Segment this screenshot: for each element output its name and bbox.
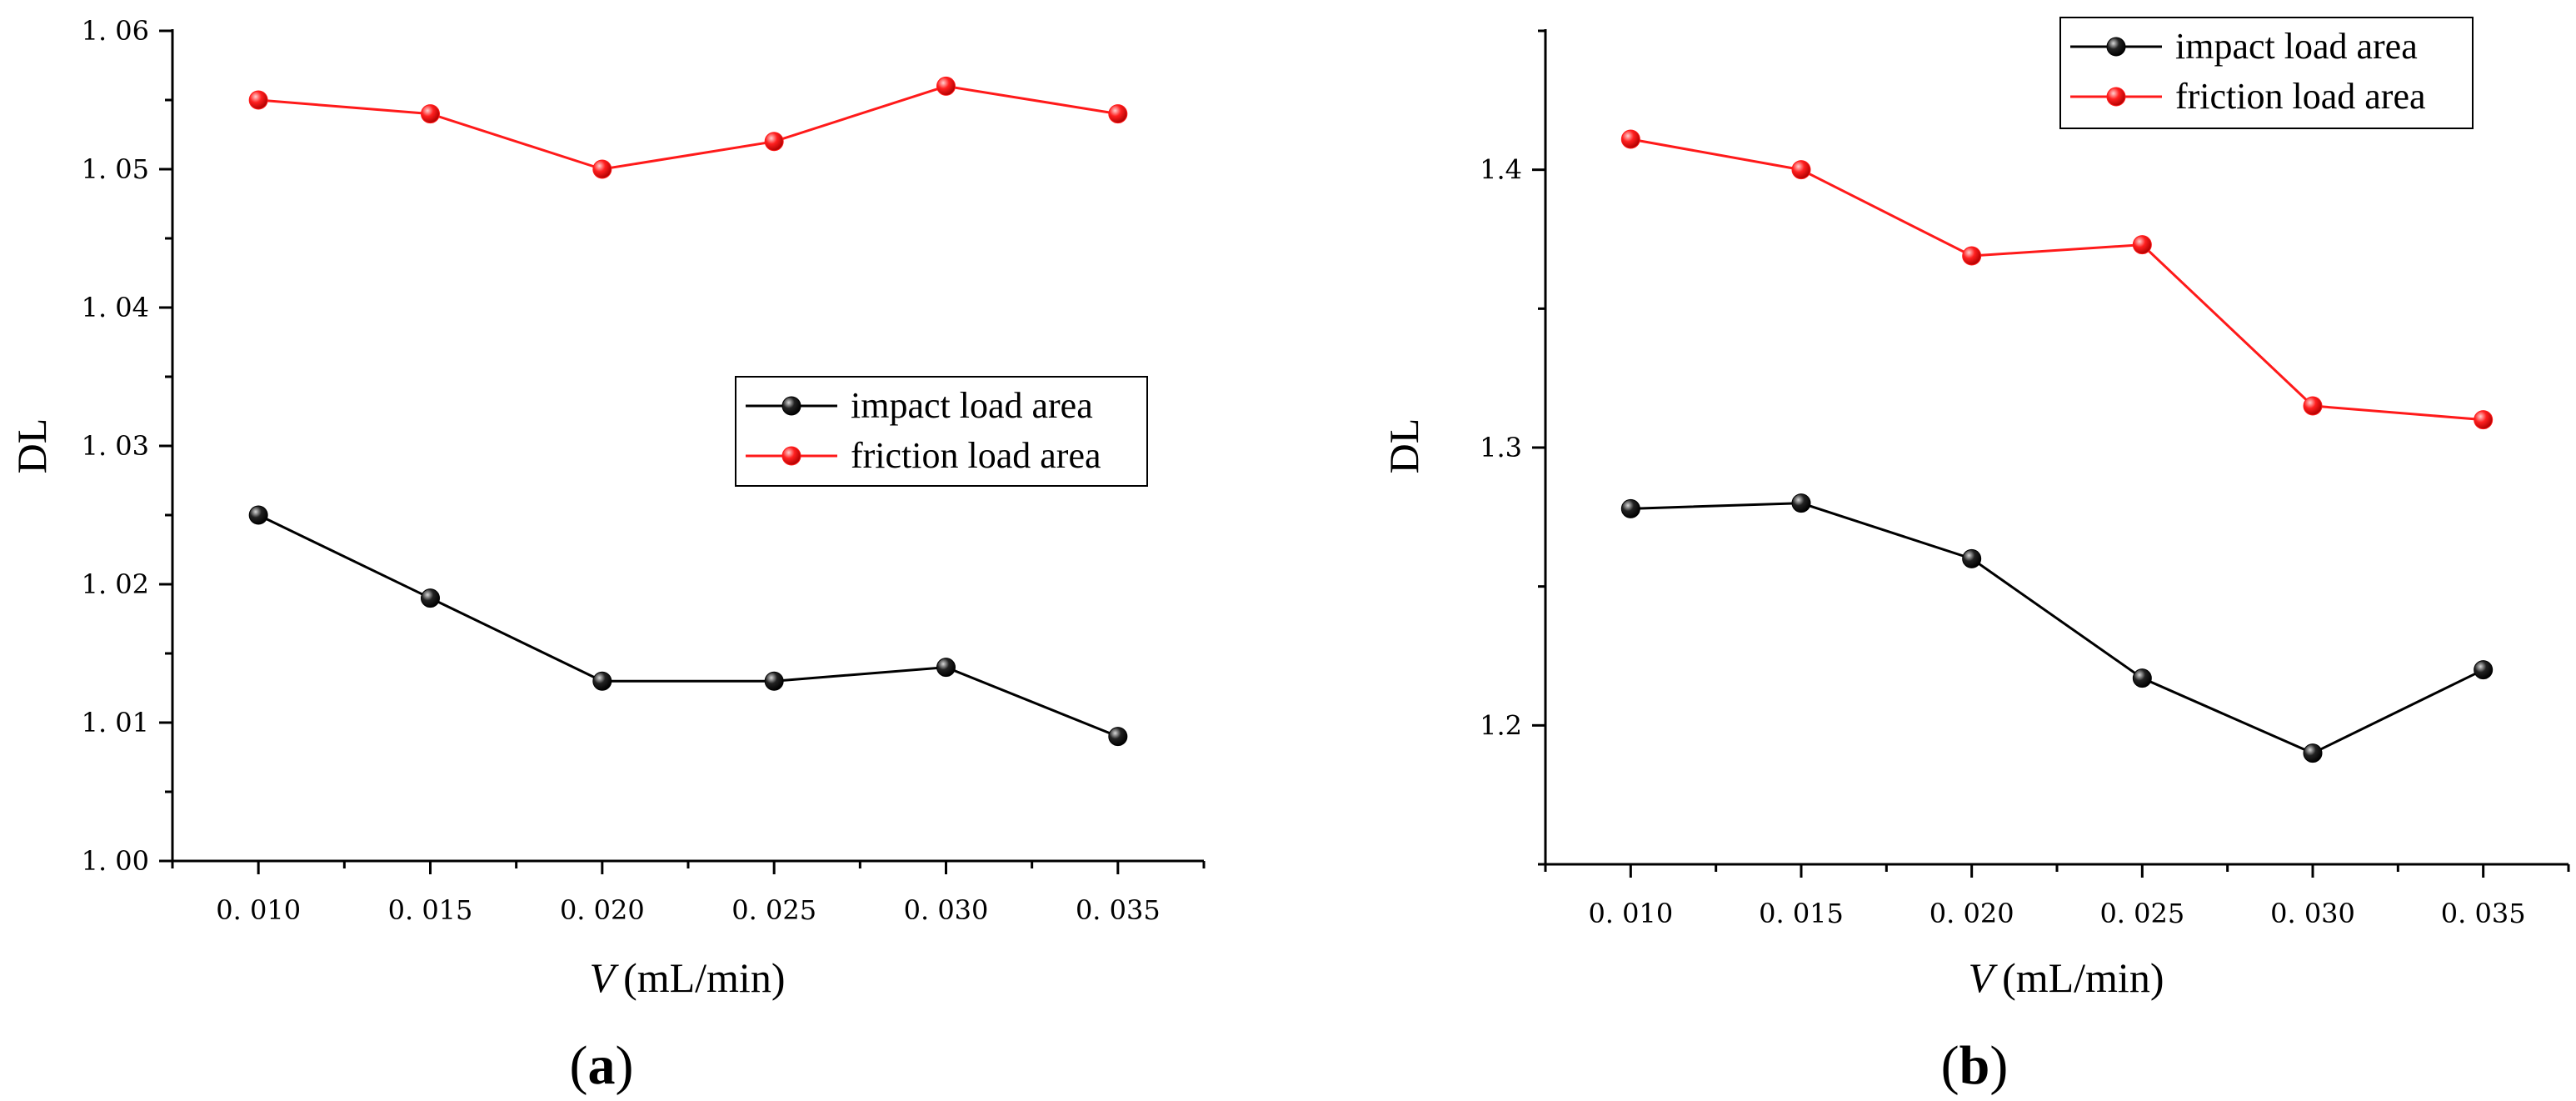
panel-label-b: (b) — [1941, 1035, 2009, 1096]
x-tick-label-b: 0. 020 — [1930, 898, 2014, 929]
data-point-a-1-0 — [248, 90, 268, 110]
panel-letter-a: a — [588, 1035, 616, 1096]
y-tick-label-a: 1. 00 — [82, 845, 149, 877]
x-tick-label-b: 0. 035 — [2441, 898, 2526, 929]
chart-panel-b: 1.2 1.3 1.4 0. 010 0. 015 0. 020 0. 025 0. 030 0… — [1380, 17, 2570, 1096]
data-point-a-0-2 — [592, 671, 612, 691]
series-line-b-1 — [1630, 138, 2484, 422]
legend-marker-b-1 — [2106, 87, 2126, 107]
x-tick-label-b: 0. 025 — [2099, 898, 2184, 929]
y-tick-label-b: 1.4 — [1480, 154, 1522, 186]
y-axis-label-b: DL — [1380, 418, 1427, 474]
legend-label-b-0: impact load area — [2175, 26, 2418, 67]
x-axis-label-a: V (mL/min) — [590, 954, 786, 1001]
x-tick-label-a: 0. 030 — [904, 894, 989, 926]
series-line-b-0 — [1630, 502, 2484, 755]
data-point-a-0-3 — [764, 671, 784, 691]
data-point-a-0-0 — [248, 505, 268, 525]
x-tick-label-b: 0. 015 — [1759, 898, 1844, 929]
legend-label-b-1: friction load area — [2175, 76, 2426, 117]
y-tick-label-a: 1. 06 — [82, 15, 149, 47]
legend-marker-a-1 — [781, 446, 801, 466]
legend-label-a-1: friction load area — [851, 435, 1101, 476]
x-axis-unit-b: (mL/min) — [2002, 954, 2164, 1001]
data-point-b-1-2 — [1962, 246, 1982, 266]
x-tick-label-a: 0. 035 — [1076, 894, 1161, 926]
x-axis-variable-b: V — [1969, 954, 1999, 1001]
y-tick-label-b: 1.2 — [1480, 709, 1522, 741]
data-point-b-0-1 — [1791, 493, 1811, 513]
chart-panel-a: 1. 00 1. 01 1. 02 1. 03 1. 04 1. 05 1. 06 0. 01… — [8, 15, 1206, 1096]
x-tick-label-a: 0. 015 — [388, 894, 473, 926]
data-point-b-0-5 — [2474, 660, 2494, 680]
data-point-b-1-5 — [2474, 410, 2494, 430]
data-point-a-1-3 — [764, 132, 784, 152]
y-tick-label-a: 1. 04 — [82, 292, 149, 323]
data-point-b-0-0 — [1620, 498, 1640, 518]
series-line-a-1 — [258, 84, 1119, 171]
y-tick-label-a: 1. 05 — [82, 153, 149, 185]
data-point-b-0-2 — [1962, 548, 1982, 568]
legend-a: impact load area friction load area — [735, 376, 1148, 487]
data-point-b-0-4 — [2303, 743, 2323, 763]
data-point-b-1-3 — [2132, 235, 2152, 255]
data-point-b-1-1 — [1791, 160, 1811, 180]
panel-letter-b: b — [1959, 1035, 1990, 1096]
x-tick-label-a: 0. 010 — [216, 894, 301, 926]
data-point-b-0-3 — [2132, 668, 2152, 688]
legend-label-a-0: impact load area — [851, 385, 1093, 426]
y-tick-label-b: 1.3 — [1480, 432, 1522, 463]
data-point-b-1-0 — [1620, 129, 1640, 149]
data-point-a-0-5 — [1108, 727, 1128, 747]
data-point-a-1-5 — [1108, 104, 1128, 124]
legend-box-a — [735, 376, 1148, 487]
x-tick-label-a: 0. 020 — [560, 894, 645, 926]
data-point-a-1-1 — [421, 104, 440, 124]
x-tick-label-a: 0. 025 — [731, 894, 816, 926]
data-point-a-0-4 — [936, 658, 956, 678]
x-tick-label-b: 0. 010 — [1588, 898, 1673, 929]
data-point-a-1-2 — [592, 159, 612, 179]
x-axis-variable-a: V — [590, 954, 620, 1001]
x-axis-unit-a: (mL/min) — [623, 954, 785, 1001]
y-tick-label-a: 1. 03 — [82, 430, 149, 462]
y-tick-label-a: 1. 02 — [82, 568, 149, 600]
legend-marker-a-0 — [781, 396, 801, 416]
series-line-a-0 — [257, 513, 1119, 738]
legend-box-b — [2059, 17, 2474, 129]
data-point-a-0-1 — [421, 588, 440, 608]
legend-b: impact load area friction load area — [2059, 17, 2474, 129]
data-point-b-1-4 — [2303, 396, 2323, 416]
panel-label-a: (a) — [570, 1035, 634, 1096]
data-point-a-1-4 — [936, 76, 956, 96]
y-axis-label-a: DL — [8, 418, 55, 474]
x-axis-label-b: V (mL/min) — [1969, 954, 2164, 1001]
legend-marker-b-0 — [2106, 37, 2126, 57]
x-tick-label-b: 0. 030 — [2270, 898, 2355, 929]
y-tick-label-a: 1. 01 — [82, 707, 149, 738]
